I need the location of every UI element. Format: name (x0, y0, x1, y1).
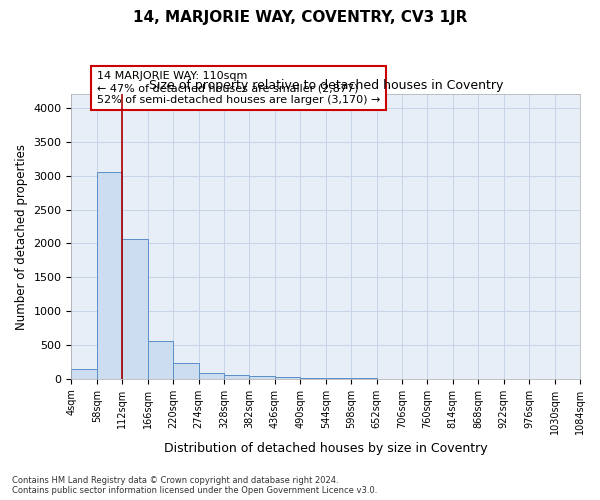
Bar (122, 240, 148, 378)
Text: Contains HM Land Registry data © Crown copyright and database right 2024.
Contai: Contains HM Land Registry data © Crown c… (12, 476, 377, 495)
Bar (199, 374, 224, 378)
Bar (224, 374, 250, 378)
Text: 14, MARJORIE WAY, COVENTRY, CV3 1JR: 14, MARJORIE WAY, COVENTRY, CV3 1JR (133, 10, 467, 25)
Bar (250, 376, 275, 378)
Bar (71, 368, 97, 378)
Bar (173, 363, 199, 378)
X-axis label: Distribution of detached houses by size in Coventry: Distribution of detached houses by size … (164, 442, 488, 455)
Y-axis label: Number of detached properties: Number of detached properties (15, 144, 28, 330)
Title: Size of property relative to detached houses in Coventry: Size of property relative to detached ho… (149, 79, 503, 92)
Bar (148, 341, 173, 378)
Text: 14 MARJORIE WAY: 110sqm
← 47% of detached houses are smaller (2,877)
52% of semi: 14 MARJORIE WAY: 110sqm ← 47% of detache… (97, 72, 380, 104)
Bar (97, 172, 122, 378)
